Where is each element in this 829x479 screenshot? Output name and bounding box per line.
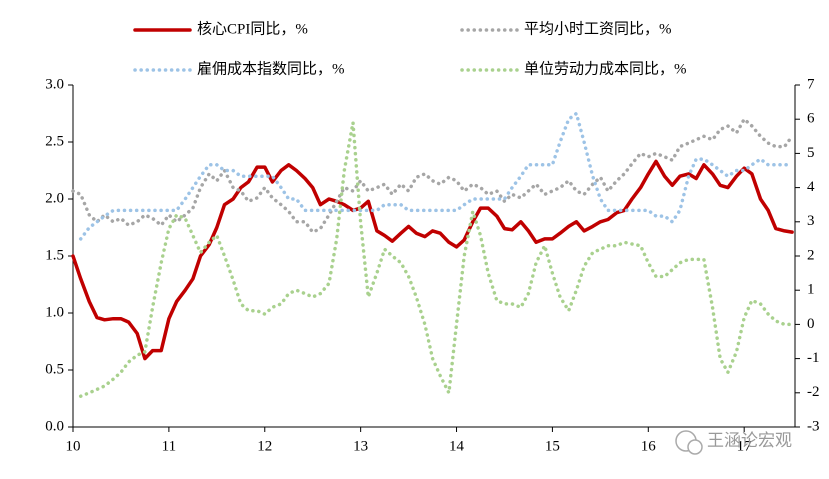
x-tick-label: 13 bbox=[353, 438, 368, 454]
legend-label: 核心CPI同比，% bbox=[197, 20, 308, 37]
y2-tick-label: 1 bbox=[807, 282, 815, 298]
legend-label: 雇佣成本指数同比，% bbox=[197, 60, 345, 77]
y-tick-label: 1.0 bbox=[45, 304, 64, 320]
y2-tick-label: 4 bbox=[807, 179, 815, 195]
legend-label: 平均小时工资同比，% bbox=[524, 20, 672, 37]
x-tick-label: 12 bbox=[257, 438, 272, 454]
x-tick-label: 14 bbox=[449, 438, 465, 454]
series-line bbox=[78, 120, 794, 398]
y-tick-label: 0.0 bbox=[45, 418, 64, 434]
y2-tick-label: 0 bbox=[807, 316, 815, 332]
y2-tick-label: -2 bbox=[807, 384, 820, 400]
y2-tick-label: 7 bbox=[807, 76, 815, 92]
y2-tick-label: -3 bbox=[807, 418, 820, 434]
y2-tick-label: 5 bbox=[807, 145, 815, 161]
x-tick-label: 16 bbox=[641, 438, 657, 454]
series-line bbox=[78, 111, 794, 241]
y2-tick-label: 2 bbox=[807, 247, 815, 263]
y2-tick-label: -1 bbox=[807, 350, 820, 366]
y-tick-label: 2.0 bbox=[45, 190, 64, 206]
watermark-icon bbox=[687, 439, 703, 455]
series-line bbox=[71, 117, 794, 234]
x-tick-label: 10 bbox=[66, 438, 81, 454]
y-tick-label: 3.0 bbox=[45, 76, 64, 92]
legend-label: 单位劳动力成本同比，% bbox=[524, 60, 687, 77]
y2-tick-label: 3 bbox=[807, 213, 815, 229]
watermark: 王涵论宏观 bbox=[707, 431, 792, 451]
x-tick-label: 17 bbox=[737, 438, 753, 454]
x-tick-label: 11 bbox=[162, 438, 176, 454]
y2-tick-label: 6 bbox=[807, 111, 815, 127]
y-tick-label: 1.5 bbox=[45, 247, 64, 263]
y-tick-label: 2.5 bbox=[45, 133, 64, 149]
series-line bbox=[71, 159, 794, 361]
x-tick-label: 15 bbox=[545, 438, 560, 454]
y-tick-label: 0.5 bbox=[45, 361, 64, 377]
